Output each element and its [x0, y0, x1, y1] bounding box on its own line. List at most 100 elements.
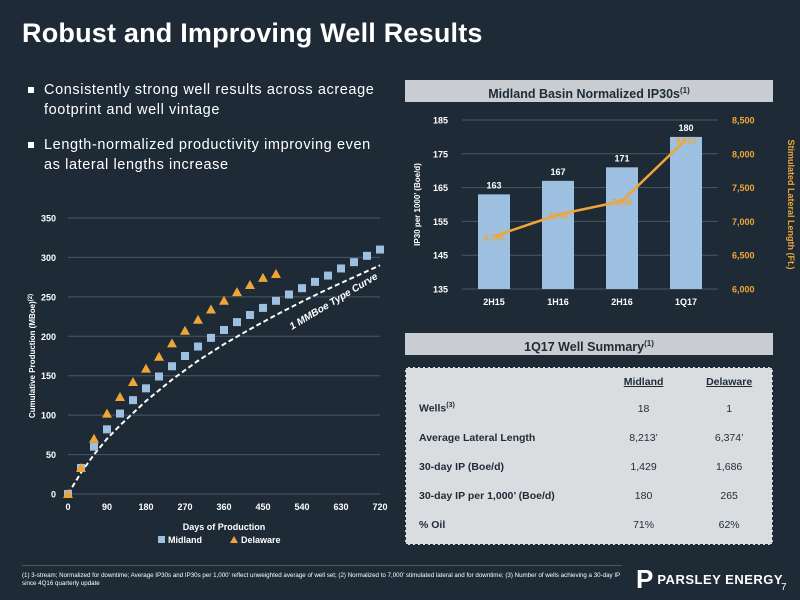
lateral-length-line — [493, 138, 687, 238]
y2-tick-label: 6,000 — [732, 285, 755, 295]
midland-point — [181, 352, 189, 360]
x-tick-label: 360 — [216, 502, 231, 512]
logo-name: PARSLEY ENERGY — [657, 571, 784, 587]
x-tick-label: 90 — [102, 502, 112, 512]
company-logo: P PARSLEY ENERGY — [636, 566, 783, 592]
cumulative-production-chart: 0 50 100 150 200 250 300 350 0 90 180 270 360 450 540 6… — [28, 214, 388, 546]
delaware-point — [63, 489, 73, 498]
bar-panel-title-sup: (1) — [679, 86, 690, 95]
bullet-item: Length-normalized productivity improving… — [28, 135, 383, 175]
midland-point — [246, 310, 254, 319]
summary-header-blank — [406, 368, 601, 394]
delaware-point — [245, 280, 255, 290]
row-label: Average Lateral Length — [419, 431, 536, 444]
summary-panel-title-text: 1Q17 Well Summary — [524, 340, 645, 355]
delaware-point — [102, 408, 112, 418]
summary-header-midland: Midland — [623, 376, 664, 388]
delaware-point — [89, 433, 99, 443]
midland-point — [298, 284, 306, 293]
midland-point — [155, 372, 163, 381]
summary-header-delaware: Delaware — [706, 376, 753, 388]
midland-value: 8,213’ — [629, 431, 658, 444]
midland-point — [168, 362, 176, 371]
bullet-list: Consistently strong well results across … — [28, 80, 383, 190]
y-tick-label: 250 — [41, 292, 56, 302]
midland-value: 18 — [637, 402, 650, 415]
delaware-point — [141, 363, 151, 373]
ip30-bar — [542, 180, 574, 289]
legend-midland-label: Midland — [168, 535, 202, 545]
delaware-point — [193, 314, 203, 324]
midland-value: 1,429 — [630, 460, 657, 473]
delaware-point — [167, 338, 177, 348]
bar-panel-title: Midland Basin Normalized IP30s(1) — [405, 80, 773, 102]
x-tick-label: 270 — [177, 502, 192, 512]
midland-point — [311, 277, 319, 286]
row-label: % Oil — [419, 518, 446, 531]
delaware-point — [206, 304, 216, 314]
y-axis-label-sup: (2) — [28, 294, 34, 301]
delaware-value: 1,686 — [715, 460, 743, 473]
row-label-sup: (3) — [446, 402, 455, 410]
row-label: 30-day IP (Boe/d) — [419, 460, 504, 473]
type-curve-line — [67, 264, 381, 495]
line-value-label: 7,300 — [612, 198, 633, 207]
table-row: 30-day IP per 1,000’ (Boe/d) 180 265 — [406, 481, 772, 510]
midland-point — [129, 396, 137, 405]
midland-point — [259, 303, 267, 312]
bullet-marker — [28, 87, 34, 93]
x-tick-label: 1Q17 — [675, 297, 697, 307]
midland-point — [220, 325, 228, 334]
x-tick-label: 450 — [255, 502, 270, 512]
y-tick-label: 300 — [41, 253, 56, 263]
x-tick-label: 2H15 — [483, 297, 505, 307]
row-label-text: Wells — [419, 402, 447, 415]
bar-value-label: 163 — [486, 180, 501, 190]
midland-point — [207, 333, 215, 342]
delaware-point — [115, 392, 125, 402]
legend-delaware-label: Delaware — [241, 535, 281, 545]
delaware-point — [128, 377, 138, 387]
table-row: 30-day IP (Boe/d) 1,429 1,686 — [406, 452, 772, 481]
summary-header-row: Midland Delaware — [406, 368, 772, 394]
summary-table: Midland Delaware Wells(3) 18 1 Average L… — [406, 368, 772, 539]
line-value-label: 7,100 — [548, 212, 569, 221]
delaware-value: 265 — [720, 489, 738, 502]
delaware-point — [154, 351, 164, 361]
table-row: Average Lateral Length 8,213’ 6,374’ — [406, 423, 772, 452]
line-value-label: 8,213 — [676, 136, 697, 145]
x-tick-label: 2H16 — [611, 297, 633, 307]
delaware-point — [219, 295, 229, 305]
y2-tick-label: 8,500 — [732, 116, 755, 126]
midland-value: 180 — [634, 489, 653, 502]
y2-axis-label: Stimulated Lateral Length (Ft.) — [786, 139, 796, 269]
footer-divider — [22, 565, 622, 566]
midland-point — [142, 384, 150, 393]
x-tick-label: 180 — [138, 502, 153, 512]
ip30-bar — [606, 167, 638, 289]
y-tick-label: 155 — [433, 217, 448, 227]
bar-value-label: 171 — [614, 153, 629, 163]
y-tick-label: 135 — [433, 285, 448, 295]
delaware-point — [232, 287, 242, 297]
bar-value-label: 167 — [550, 167, 565, 177]
y-tick-label: 350 — [41, 214, 56, 224]
midland-point — [90, 442, 98, 451]
bullet-item: Consistently strong well results across … — [28, 80, 383, 120]
ip30-bar — [478, 194, 510, 289]
x-tick-label: 0 — [65, 502, 70, 512]
bar-value-label: 180 — [678, 123, 693, 133]
row-label: 30-day IP per 1,000’ (Boe/d) — [419, 489, 555, 502]
x-tick-label: 540 — [294, 502, 309, 512]
row-label: Wells(3) — [406, 394, 601, 423]
y-axis-label: Cumulative Production (MBoe)(2) — [28, 294, 37, 418]
midland-point — [324, 271, 332, 280]
midland-point — [285, 290, 293, 299]
midland-point — [233, 318, 241, 327]
page-title: Robust and Improving Well Results — [22, 18, 483, 48]
delaware-value: 62% — [718, 518, 740, 531]
midland-point — [116, 409, 124, 418]
y-tick-label: 50 — [46, 450, 56, 460]
y-tick-label: 0 — [51, 490, 56, 500]
y-tick-label: 145 — [433, 251, 448, 261]
